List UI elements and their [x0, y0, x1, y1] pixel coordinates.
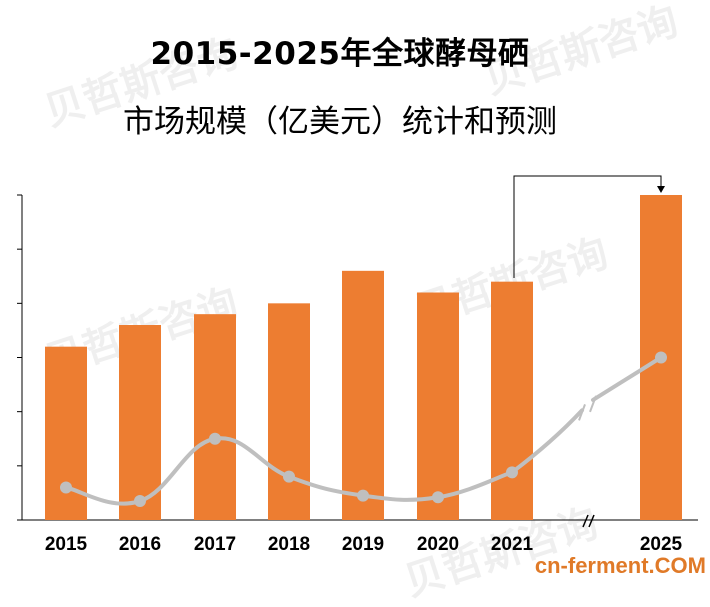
- x-tick-label-2021: 2021: [491, 534, 534, 555]
- bar-line-chart: 2015 2016 2017 2018 2019 2020 2021 2025: [17, 175, 698, 555]
- x-tick-label-2025: 2025: [640, 534, 683, 555]
- line-series-segment: [510, 408, 584, 475]
- line-point-2025: [655, 351, 667, 364]
- x-tick-label-2016: 2016: [119, 534, 161, 555]
- line-series-segment: [591, 355, 663, 402]
- line-point-2018: [283, 470, 295, 483]
- x-tick-label-2019: 2019: [342, 534, 384, 555]
- chart-title-block: 2015-2025年全球酵母硒 市场规模（亿美元）统计和预测: [0, 0, 710, 160]
- chart-title-line-2: 市场规模（亿美元）统计和预测: [123, 104, 557, 140]
- bar-2016: [119, 325, 161, 520]
- axis-break-mark: [582, 514, 589, 528]
- annotation-arrowhead: [657, 186, 665, 193]
- line-point-2021: [506, 466, 518, 479]
- x-tick-label-2017: 2017: [194, 534, 236, 555]
- line-point-2016: [134, 495, 146, 508]
- chart-title-line-1: 2015-2025年全球酵母硒: [150, 36, 530, 72]
- line-break-mark: [578, 404, 586, 421]
- bar-2017: [194, 314, 236, 520]
- bar-2018: [268, 303, 310, 520]
- annotation-arrow: [513, 175, 662, 278]
- bar-2020: [417, 292, 459, 520]
- axis-break-mark: [588, 514, 595, 528]
- source-watermark: cn-ferment.COM: [534, 553, 706, 578]
- line-point-2017: [209, 432, 221, 445]
- x-tick-label-2020: 2020: [417, 534, 459, 555]
- x-tick-label-2018: 2018: [268, 534, 310, 555]
- bar-2021: [491, 281, 533, 520]
- line-point-2020: [432, 491, 444, 504]
- line-break-mark: [589, 395, 597, 413]
- x-tick-label-2015: 2015: [45, 534, 88, 555]
- line-point-2019: [357, 489, 369, 502]
- bar-2019: [342, 270, 384, 520]
- line-point-2015: [60, 481, 72, 494]
